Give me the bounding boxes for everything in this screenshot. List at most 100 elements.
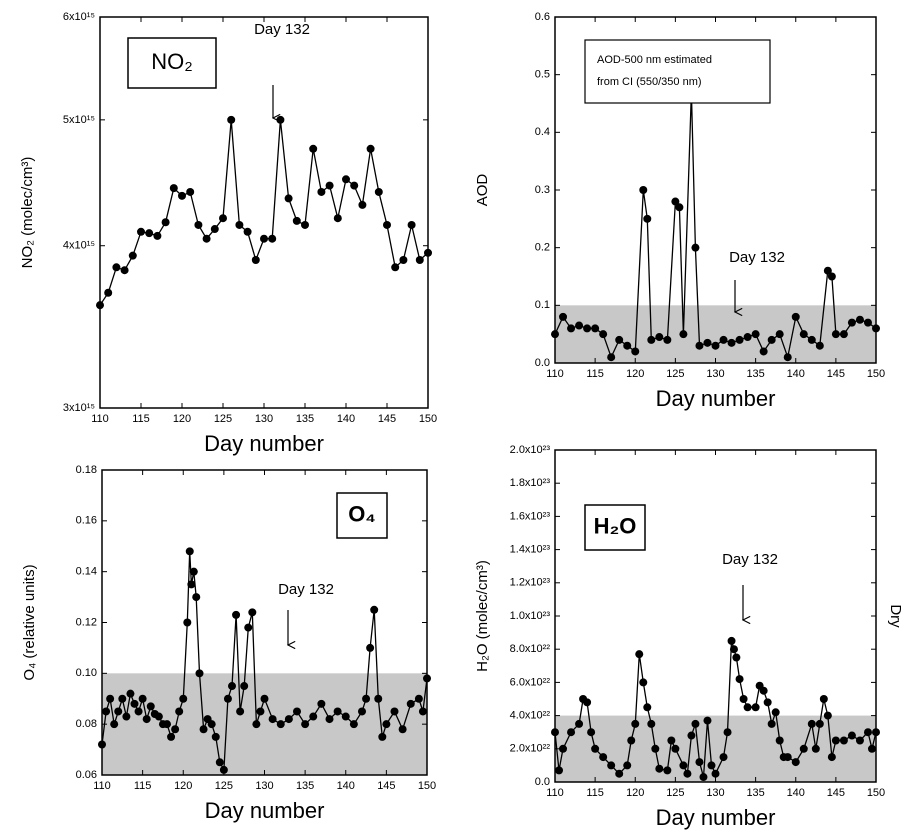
- data-point: [671, 197, 680, 206]
- label-box-text: NO₂: [151, 49, 193, 74]
- data-point: [647, 719, 656, 728]
- data-point: [366, 144, 375, 153]
- data-point: [370, 605, 379, 614]
- data-point: [607, 353, 616, 362]
- data-point: [167, 732, 176, 741]
- data-point: [325, 181, 334, 190]
- y-tick-label: 2.0x10²²: [510, 743, 551, 755]
- data-point: [691, 243, 700, 252]
- label-box: [336, 492, 388, 539]
- data-point: [675, 203, 684, 212]
- y-tick-label: 0.1: [535, 299, 550, 311]
- data-point: [374, 187, 383, 196]
- x-tick-label: 110: [546, 368, 564, 380]
- y-tick-label: 4x10¹⁵: [63, 240, 95, 252]
- data-point: [727, 338, 736, 347]
- data-point: [679, 330, 688, 339]
- data-point: [284, 194, 293, 203]
- data-point: [207, 720, 216, 729]
- data-point: [219, 765, 228, 774]
- data-point: [707, 761, 716, 770]
- data-point: [138, 694, 147, 703]
- data-point: [183, 618, 192, 627]
- data-point: [260, 694, 269, 703]
- data-point: [872, 728, 880, 737]
- data-point: [867, 744, 876, 753]
- y-axis-label: AOD: [474, 174, 491, 207]
- y-tick-label: 1.4x10²³: [510, 544, 551, 556]
- data-point: [631, 719, 640, 728]
- annotation: Day 132: [254, 21, 310, 38]
- data-point: [791, 312, 800, 321]
- data-point: [763, 698, 772, 707]
- y-axis-label: NO₂ (molec/cm³): [19, 157, 36, 269]
- data-point: [647, 335, 656, 344]
- x-tick-label: 150: [867, 787, 885, 799]
- x-tick-label: 115: [586, 787, 604, 799]
- data-point: [643, 703, 652, 712]
- data-point: [823, 266, 832, 275]
- data-point: [623, 341, 632, 350]
- data-point: [137, 227, 145, 236]
- data-point: [120, 266, 129, 275]
- data-point: [791, 758, 800, 767]
- data-point: [687, 731, 696, 740]
- x-tick-label: 140: [337, 413, 355, 425]
- x-tick-label: 150: [418, 780, 436, 792]
- y-tick-label: 0.08: [76, 718, 97, 730]
- y-tick-label: 0.10: [76, 667, 97, 679]
- x-tick-label: 120: [173, 413, 191, 425]
- x-tick-label: 125: [666, 368, 684, 380]
- x-tick-label: 115: [134, 780, 152, 792]
- x-tick-label: 125: [215, 780, 233, 792]
- data-point: [406, 699, 415, 708]
- annotation: Day 132: [722, 551, 778, 568]
- data-point: [831, 330, 840, 339]
- data-point: [118, 694, 127, 703]
- data-point: [102, 707, 111, 716]
- data-point: [244, 623, 253, 632]
- data-point: [219, 214, 227, 223]
- data-point: [655, 764, 664, 773]
- data-point: [559, 744, 568, 753]
- data-point: [236, 707, 245, 716]
- data-point: [202, 234, 211, 243]
- data-point: [227, 115, 236, 124]
- data-point: [551, 728, 559, 737]
- x-tick-label: 145: [377, 780, 395, 792]
- data-point: [751, 330, 760, 339]
- x-tick-label: 135: [746, 368, 764, 380]
- data-point: [163, 720, 171, 729]
- data-point: [831, 736, 840, 745]
- data-point: [424, 248, 432, 257]
- data-point: [418, 707, 427, 716]
- data-point: [317, 699, 326, 708]
- data-point: [735, 675, 744, 684]
- data-point: [631, 347, 640, 356]
- data-point: [210, 225, 219, 234]
- data-point: [651, 744, 660, 753]
- x-tick-label: 150: [419, 413, 437, 425]
- data-point: [153, 231, 162, 240]
- data-point: [767, 719, 776, 728]
- data-point: [179, 694, 188, 703]
- data-point: [146, 702, 155, 711]
- data-point: [145, 229, 154, 238]
- data-point: [575, 321, 584, 330]
- y-tick-label: 1.6x10²³: [510, 510, 551, 522]
- x-tick-label: 115: [132, 413, 150, 425]
- data-point: [635, 650, 644, 659]
- data-point: [309, 144, 318, 153]
- data-point: [378, 732, 387, 741]
- data-point: [639, 186, 648, 194]
- data-point: [134, 707, 143, 716]
- y-axis-label: H₂O (molec/cm³): [474, 560, 491, 672]
- y-tick-label: 0.0: [535, 776, 550, 788]
- data-point: [729, 645, 738, 654]
- data-point: [615, 769, 624, 778]
- data-point: [679, 761, 688, 770]
- data-point: [349, 720, 358, 729]
- data-point: [178, 191, 186, 200]
- x-tick-label: 140: [787, 368, 805, 380]
- x-tick-label: 130: [706, 787, 724, 799]
